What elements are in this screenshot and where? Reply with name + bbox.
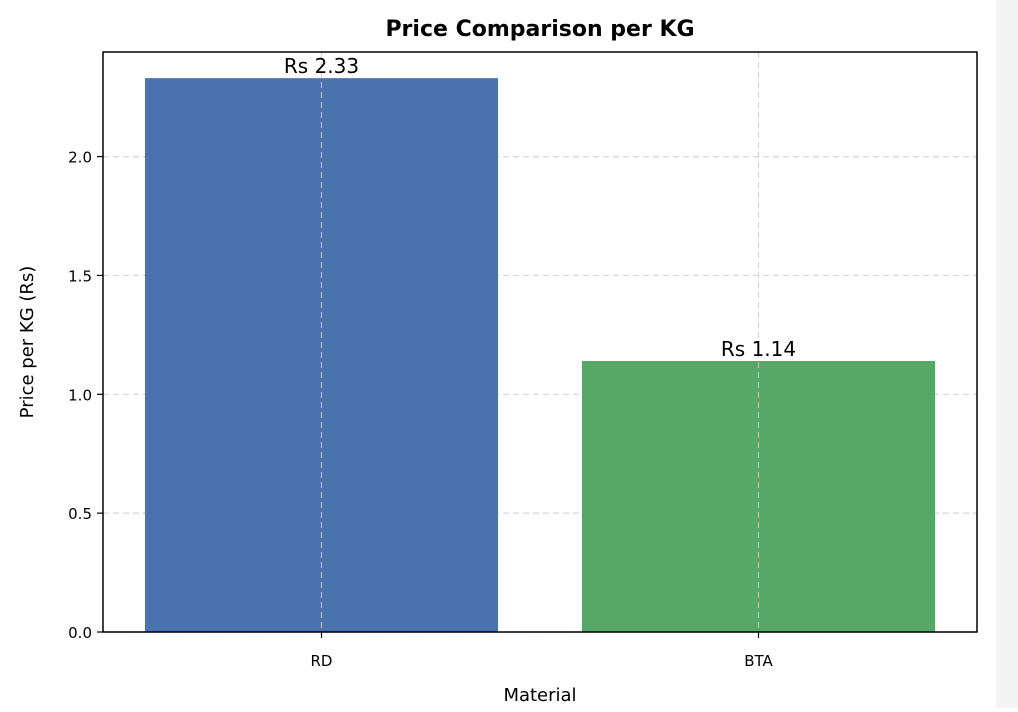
y-tick-label: 0.0 xyxy=(68,624,92,642)
data-labels: Rs 2.33 Rs 1.14 xyxy=(284,54,796,361)
plot-area-frame xyxy=(102,51,978,633)
x-tick-label: BTA xyxy=(744,652,773,670)
vertical-gridlines xyxy=(320,52,760,632)
chart-title: Price Comparison per KG xyxy=(385,17,694,42)
data-label-rd: Rs 2.33 xyxy=(284,54,359,78)
y-tick-label: 1.5 xyxy=(68,267,92,285)
bar-chart: 0.0 0.5 1.0 1.5 2.0 RD BTA Rs 2.33 Rs 1.14 Pri… xyxy=(17,17,978,706)
x-tick-label: RD xyxy=(311,652,333,670)
y-tick-label: 2.0 xyxy=(68,149,92,167)
x-axis-ticks: RD BTA xyxy=(311,632,774,670)
y-axis-label: Price per KG (Rs) xyxy=(17,266,38,419)
side-strip xyxy=(996,0,1018,708)
data-label-bta: Rs 1.14 xyxy=(721,337,796,361)
y-tick-label: 1.0 xyxy=(68,386,92,404)
x-axis-label: Material xyxy=(503,685,576,706)
y-tick-label: 0.5 xyxy=(68,505,92,523)
bars xyxy=(144,78,936,633)
y-axis-ticks: 0.0 0.5 1.0 1.5 2.0 xyxy=(68,149,103,642)
